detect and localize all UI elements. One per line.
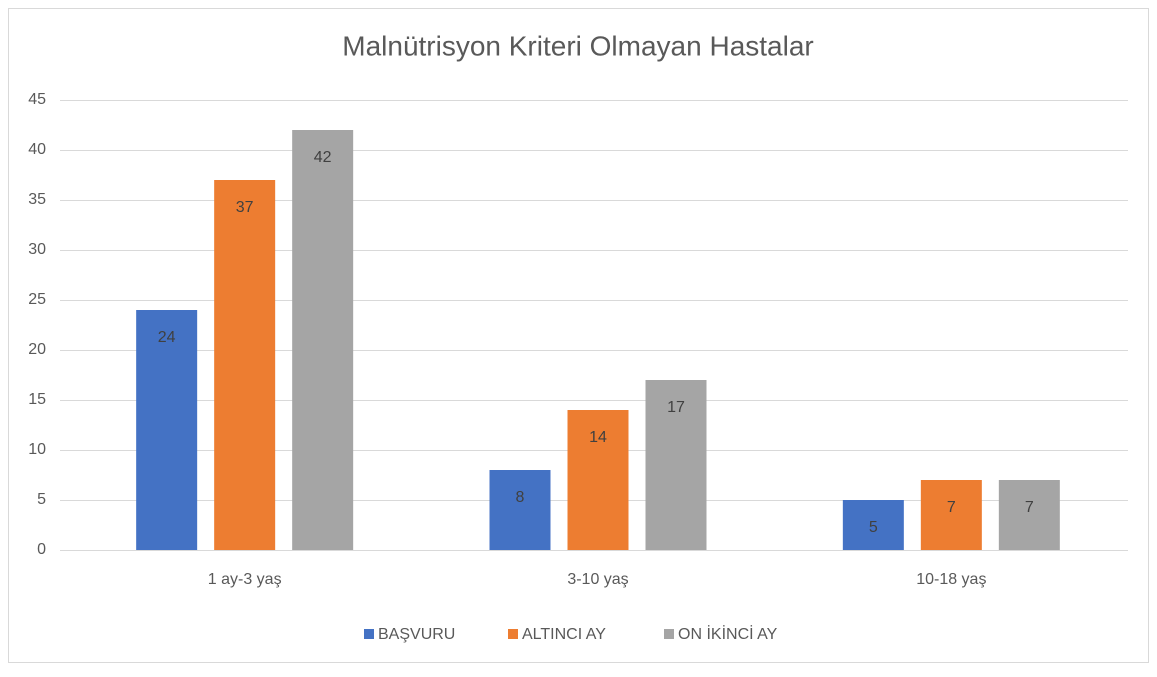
data-label: 7 (1025, 499, 1034, 516)
data-label: 14 (589, 429, 607, 446)
bar (645, 380, 707, 550)
data-label: 5 (869, 519, 878, 536)
bar (920, 480, 982, 550)
y-tick-label: 40 (28, 141, 46, 158)
bar (567, 410, 629, 550)
bar (842, 500, 904, 550)
legend-label: ON İKİNCİ AY (678, 624, 778, 643)
y-tick-label: 35 (28, 191, 46, 208)
bar (214, 180, 276, 550)
y-tick-label: 0 (37, 541, 46, 558)
chart-title: Malnütrisyon Kriteri Olmayan Hastalar (342, 30, 814, 61)
data-label: 37 (236, 199, 254, 216)
legend-swatch (508, 629, 518, 639)
legend-label: ALTINCI AY (522, 626, 606, 643)
y-tick-label: 30 (28, 241, 46, 258)
y-tick-label: 5 (37, 491, 46, 508)
bar (292, 130, 354, 550)
data-label: 8 (516, 489, 525, 506)
bar (136, 310, 198, 550)
bar (489, 470, 551, 550)
data-label: 24 (158, 329, 176, 346)
data-label: 17 (667, 399, 685, 416)
y-tick-label: 20 (28, 341, 46, 358)
x-tick-label: 10-18 yaş (916, 571, 986, 588)
data-label: 7 (947, 499, 956, 516)
x-tick-label: 3-10 yaş (567, 571, 628, 588)
y-tick-label: 10 (28, 441, 46, 458)
legend-swatch (364, 629, 374, 639)
legend-label: BAŞVURU (378, 626, 455, 643)
chart-border (8, 8, 1149, 663)
data-label: 42 (314, 149, 332, 166)
y-tick-label: 45 (28, 91, 46, 108)
y-tick-label: 25 (28, 291, 46, 308)
bar (998, 480, 1060, 550)
legend-swatch (664, 629, 674, 639)
y-tick-label: 15 (28, 391, 46, 408)
x-tick-label: 1 ay-3 yaş (208, 571, 282, 588)
